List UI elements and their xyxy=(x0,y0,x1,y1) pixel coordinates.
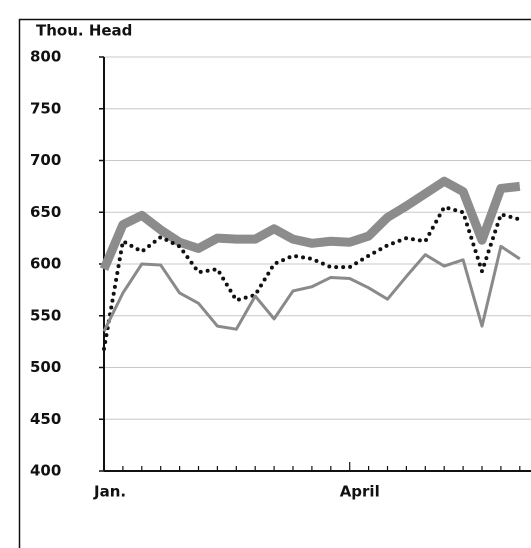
y-tick-label: 750 xyxy=(30,99,61,117)
y-tick-label: 800 xyxy=(30,48,61,66)
frame xyxy=(18,18,531,548)
y-tick-label: 700 xyxy=(30,151,61,169)
y-tick-label: 600 xyxy=(30,255,61,273)
y-tick-label: 650 xyxy=(30,203,61,221)
x-tick-label: Jan. xyxy=(93,483,126,501)
series-line xyxy=(99,176,521,271)
y-axis-label: Thou. Head xyxy=(36,22,132,40)
series-line xyxy=(102,205,522,351)
y-tick-label: 500 xyxy=(30,358,61,376)
y-tick-label: 450 xyxy=(30,410,61,428)
series-line xyxy=(102,244,521,332)
x-tick-label: April xyxy=(340,483,380,501)
y-tick-label: 550 xyxy=(30,306,61,324)
y-tick-label: 400 xyxy=(30,462,61,480)
